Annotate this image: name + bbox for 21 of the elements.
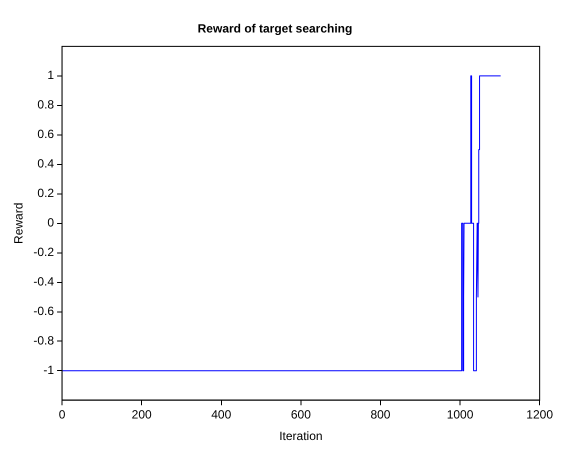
y-tick-label: 0.6	[37, 127, 54, 142]
x-tick-label: 800	[370, 408, 391, 422]
y-tick-label: 0.2	[37, 186, 54, 200]
y-tick-label: -1	[43, 363, 54, 378]
y-tick-label: 0	[47, 216, 54, 230]
x-tick-label: 1000	[446, 408, 474, 422]
x-tick-label: 0	[58, 408, 66, 422]
x-axis-title: Iteration	[279, 429, 323, 444]
y-tick-label: -0.8	[33, 334, 54, 348]
x-tick-label: 400	[211, 408, 232, 422]
x-tick-label: 200	[132, 408, 152, 422]
y-tick-label: 0.4	[37, 156, 54, 171]
x-tick-label: 600	[290, 408, 312, 422]
x-tick-label: 1200	[526, 408, 554, 422]
y-tick-label: -0.4	[33, 274, 54, 289]
y-tick-label: -0.6	[33, 304, 54, 318]
chart-title: Reward of target searching	[198, 22, 352, 36]
y-tick-label: 1	[47, 68, 54, 82]
y-axis-title: Reward	[12, 202, 26, 244]
y-tick-label: -0.2	[33, 245, 54, 260]
y-tick-label: 0.8	[37, 98, 54, 112]
